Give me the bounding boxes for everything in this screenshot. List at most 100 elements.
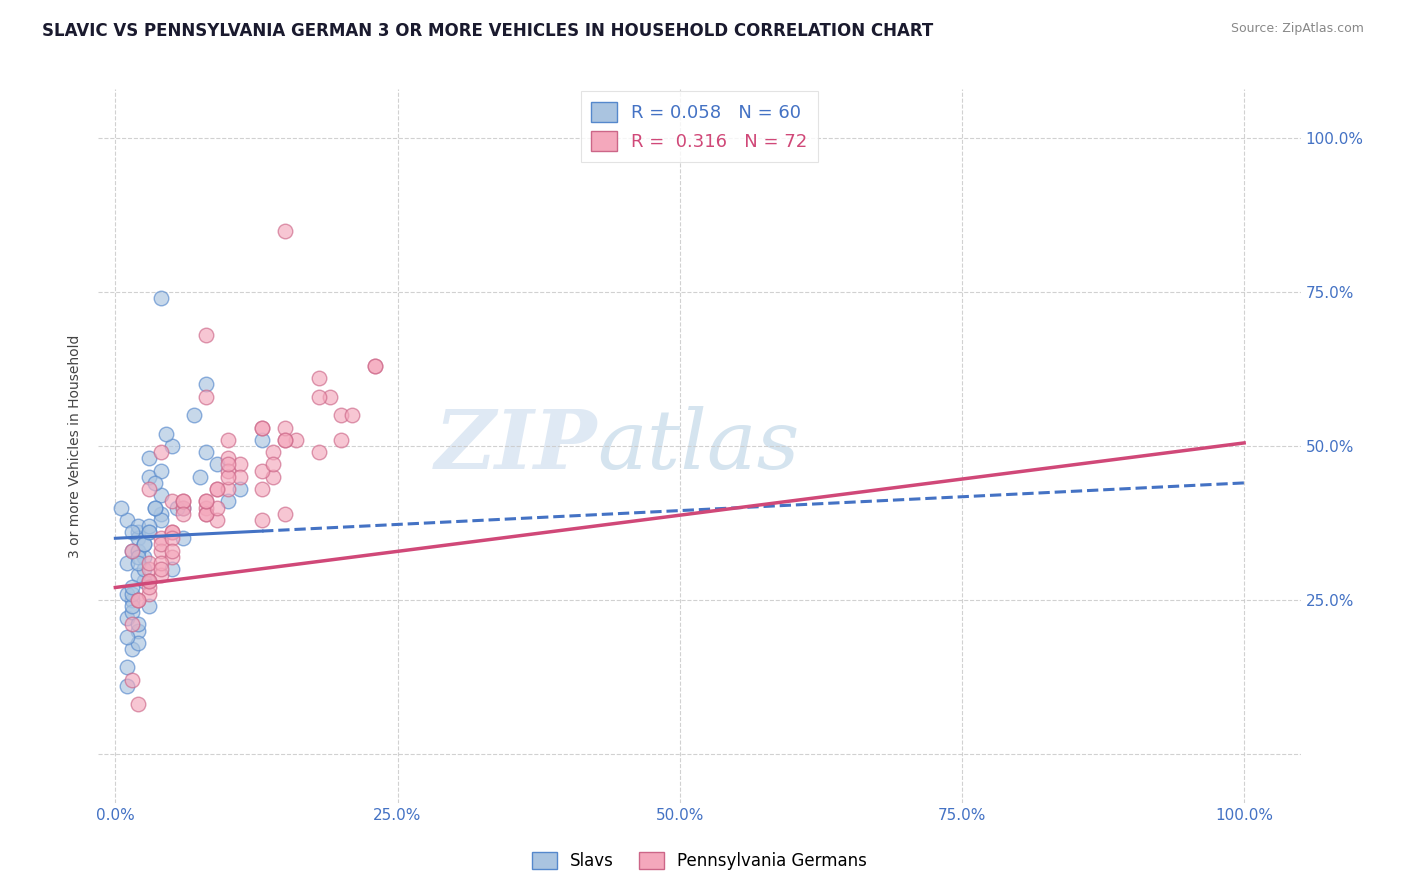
Point (330, 433, 353, 447)
Point (127, 531, 149, 545)
Point (149, 543, 172, 558)
Point (205, 482, 228, 496)
Point (149, 291, 172, 305)
Point (127, 556, 149, 570)
Point (205, 458, 228, 472)
Point (149, 445, 172, 459)
Point (138, 469, 160, 483)
Point (127, 543, 149, 558)
Point (127, 617, 149, 632)
Point (149, 568, 172, 582)
Point (262, 469, 284, 483)
Text: SLAVIC VS PENNSYLVANIA GERMAN 3 OR MORE VEHICLES IN HOUSEHOLD CORRELATION CHART: SLAVIC VS PENNSYLVANIA GERMAN 3 OR MORE … (42, 22, 934, 40)
Point (138, 574, 160, 589)
Point (273, 224, 295, 238)
Point (121, 525, 143, 540)
Point (205, 500, 228, 515)
Point (172, 500, 194, 515)
Point (127, 592, 149, 607)
Point (149, 513, 172, 527)
Point (132, 549, 155, 564)
Point (262, 445, 284, 459)
Point (149, 488, 172, 502)
Point (121, 592, 143, 607)
Point (262, 458, 284, 472)
Point (250, 464, 273, 478)
Point (217, 451, 239, 466)
Text: atlas: atlas (598, 406, 800, 486)
Point (121, 543, 143, 558)
Point (115, 513, 138, 527)
Point (308, 390, 330, 404)
Point (149, 537, 172, 551)
Point (250, 420, 273, 434)
Point (217, 469, 239, 483)
Point (172, 507, 194, 521)
Point (149, 464, 172, 478)
Point (217, 458, 239, 472)
Point (143, 500, 166, 515)
Point (121, 605, 143, 619)
Point (194, 494, 217, 508)
Point (143, 475, 166, 490)
Point (160, 531, 183, 545)
Point (132, 537, 155, 551)
Point (138, 574, 160, 589)
Point (364, 359, 387, 373)
Point (127, 549, 149, 564)
Point (250, 513, 273, 527)
Point (342, 409, 364, 423)
Point (127, 519, 149, 533)
Point (172, 531, 194, 545)
Point (127, 636, 149, 650)
Point (217, 433, 239, 447)
Point (166, 500, 188, 515)
Point (155, 426, 177, 441)
Point (228, 458, 250, 472)
Point (188, 469, 211, 483)
Point (115, 611, 138, 625)
Point (273, 433, 295, 447)
Point (149, 556, 172, 570)
Point (183, 409, 205, 423)
Point (364, 359, 387, 373)
Point (115, 630, 138, 644)
Point (132, 574, 155, 589)
Legend: Slavs, Pennsylvania Germans: Slavs, Pennsylvania Germans (524, 845, 875, 877)
Point (228, 469, 250, 483)
Point (217, 494, 239, 508)
Point (160, 494, 183, 508)
Point (149, 562, 172, 576)
Point (194, 507, 217, 521)
Point (138, 525, 160, 540)
Point (121, 543, 143, 558)
Point (217, 464, 239, 478)
Point (143, 500, 166, 515)
Text: ZIP: ZIP (434, 406, 598, 486)
Point (138, 482, 160, 496)
Point (115, 660, 138, 674)
Point (194, 507, 217, 521)
Point (138, 556, 160, 570)
Point (138, 562, 160, 576)
Point (160, 549, 183, 564)
Point (273, 433, 295, 447)
Point (250, 433, 273, 447)
Point (217, 482, 239, 496)
Point (273, 420, 295, 434)
Point (121, 642, 143, 657)
Point (138, 581, 160, 595)
Point (110, 500, 132, 515)
Point (121, 581, 143, 595)
Point (228, 482, 250, 496)
Point (308, 371, 330, 385)
Point (160, 525, 183, 540)
Point (127, 624, 149, 638)
Point (194, 328, 217, 343)
Point (194, 445, 217, 459)
Point (121, 673, 143, 687)
Point (172, 494, 194, 508)
Point (138, 451, 160, 466)
Point (194, 390, 217, 404)
Point (121, 599, 143, 613)
